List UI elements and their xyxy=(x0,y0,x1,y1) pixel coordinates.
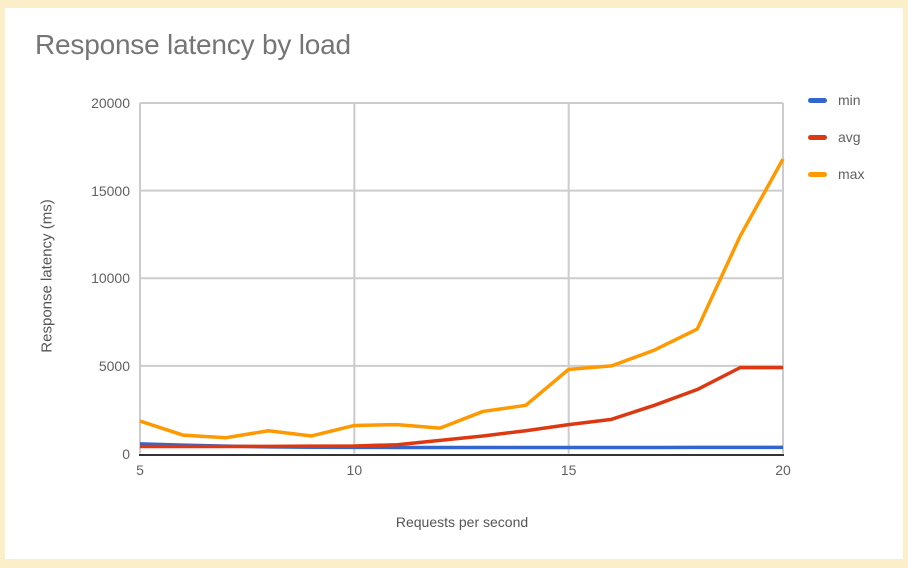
series-line-max[interactable] xyxy=(139,158,785,440)
chart-title: Response latency by load xyxy=(35,29,351,60)
x-tick-label-5: 5 xyxy=(136,462,144,478)
legend-item-min[interactable]: min xyxy=(808,90,861,110)
y-tick-label-15000: 15000 xyxy=(91,182,130,199)
x-tick-label-15: 15 xyxy=(560,462,577,478)
y-tick-label-10000: 10000 xyxy=(91,270,130,287)
series-line-avg[interactable] xyxy=(140,365,783,449)
legend-item-avg[interactable]: avg xyxy=(808,127,861,147)
y-tick-label-0: 0 xyxy=(122,445,130,462)
y-tick-label-5000: 5000 xyxy=(98,357,130,374)
y-axis-title: Response latency (ms) xyxy=(38,199,56,353)
legend-swatch-max xyxy=(808,171,827,177)
x-axis-title: Requests per second xyxy=(395,514,529,530)
x-tick-label-10: 10 xyxy=(346,462,363,478)
legend-swatch-min xyxy=(808,97,827,103)
y-tick-label-20000: 20000 xyxy=(91,95,130,111)
legend-swatch-avg xyxy=(808,134,827,140)
legend-label-max: max xyxy=(838,166,865,182)
legend-item-max[interactable]: max xyxy=(808,164,864,184)
x-tick-label-20: 20 xyxy=(775,462,791,478)
legend-label-avg: avg xyxy=(838,129,861,145)
legend-label-min: min xyxy=(838,92,861,108)
